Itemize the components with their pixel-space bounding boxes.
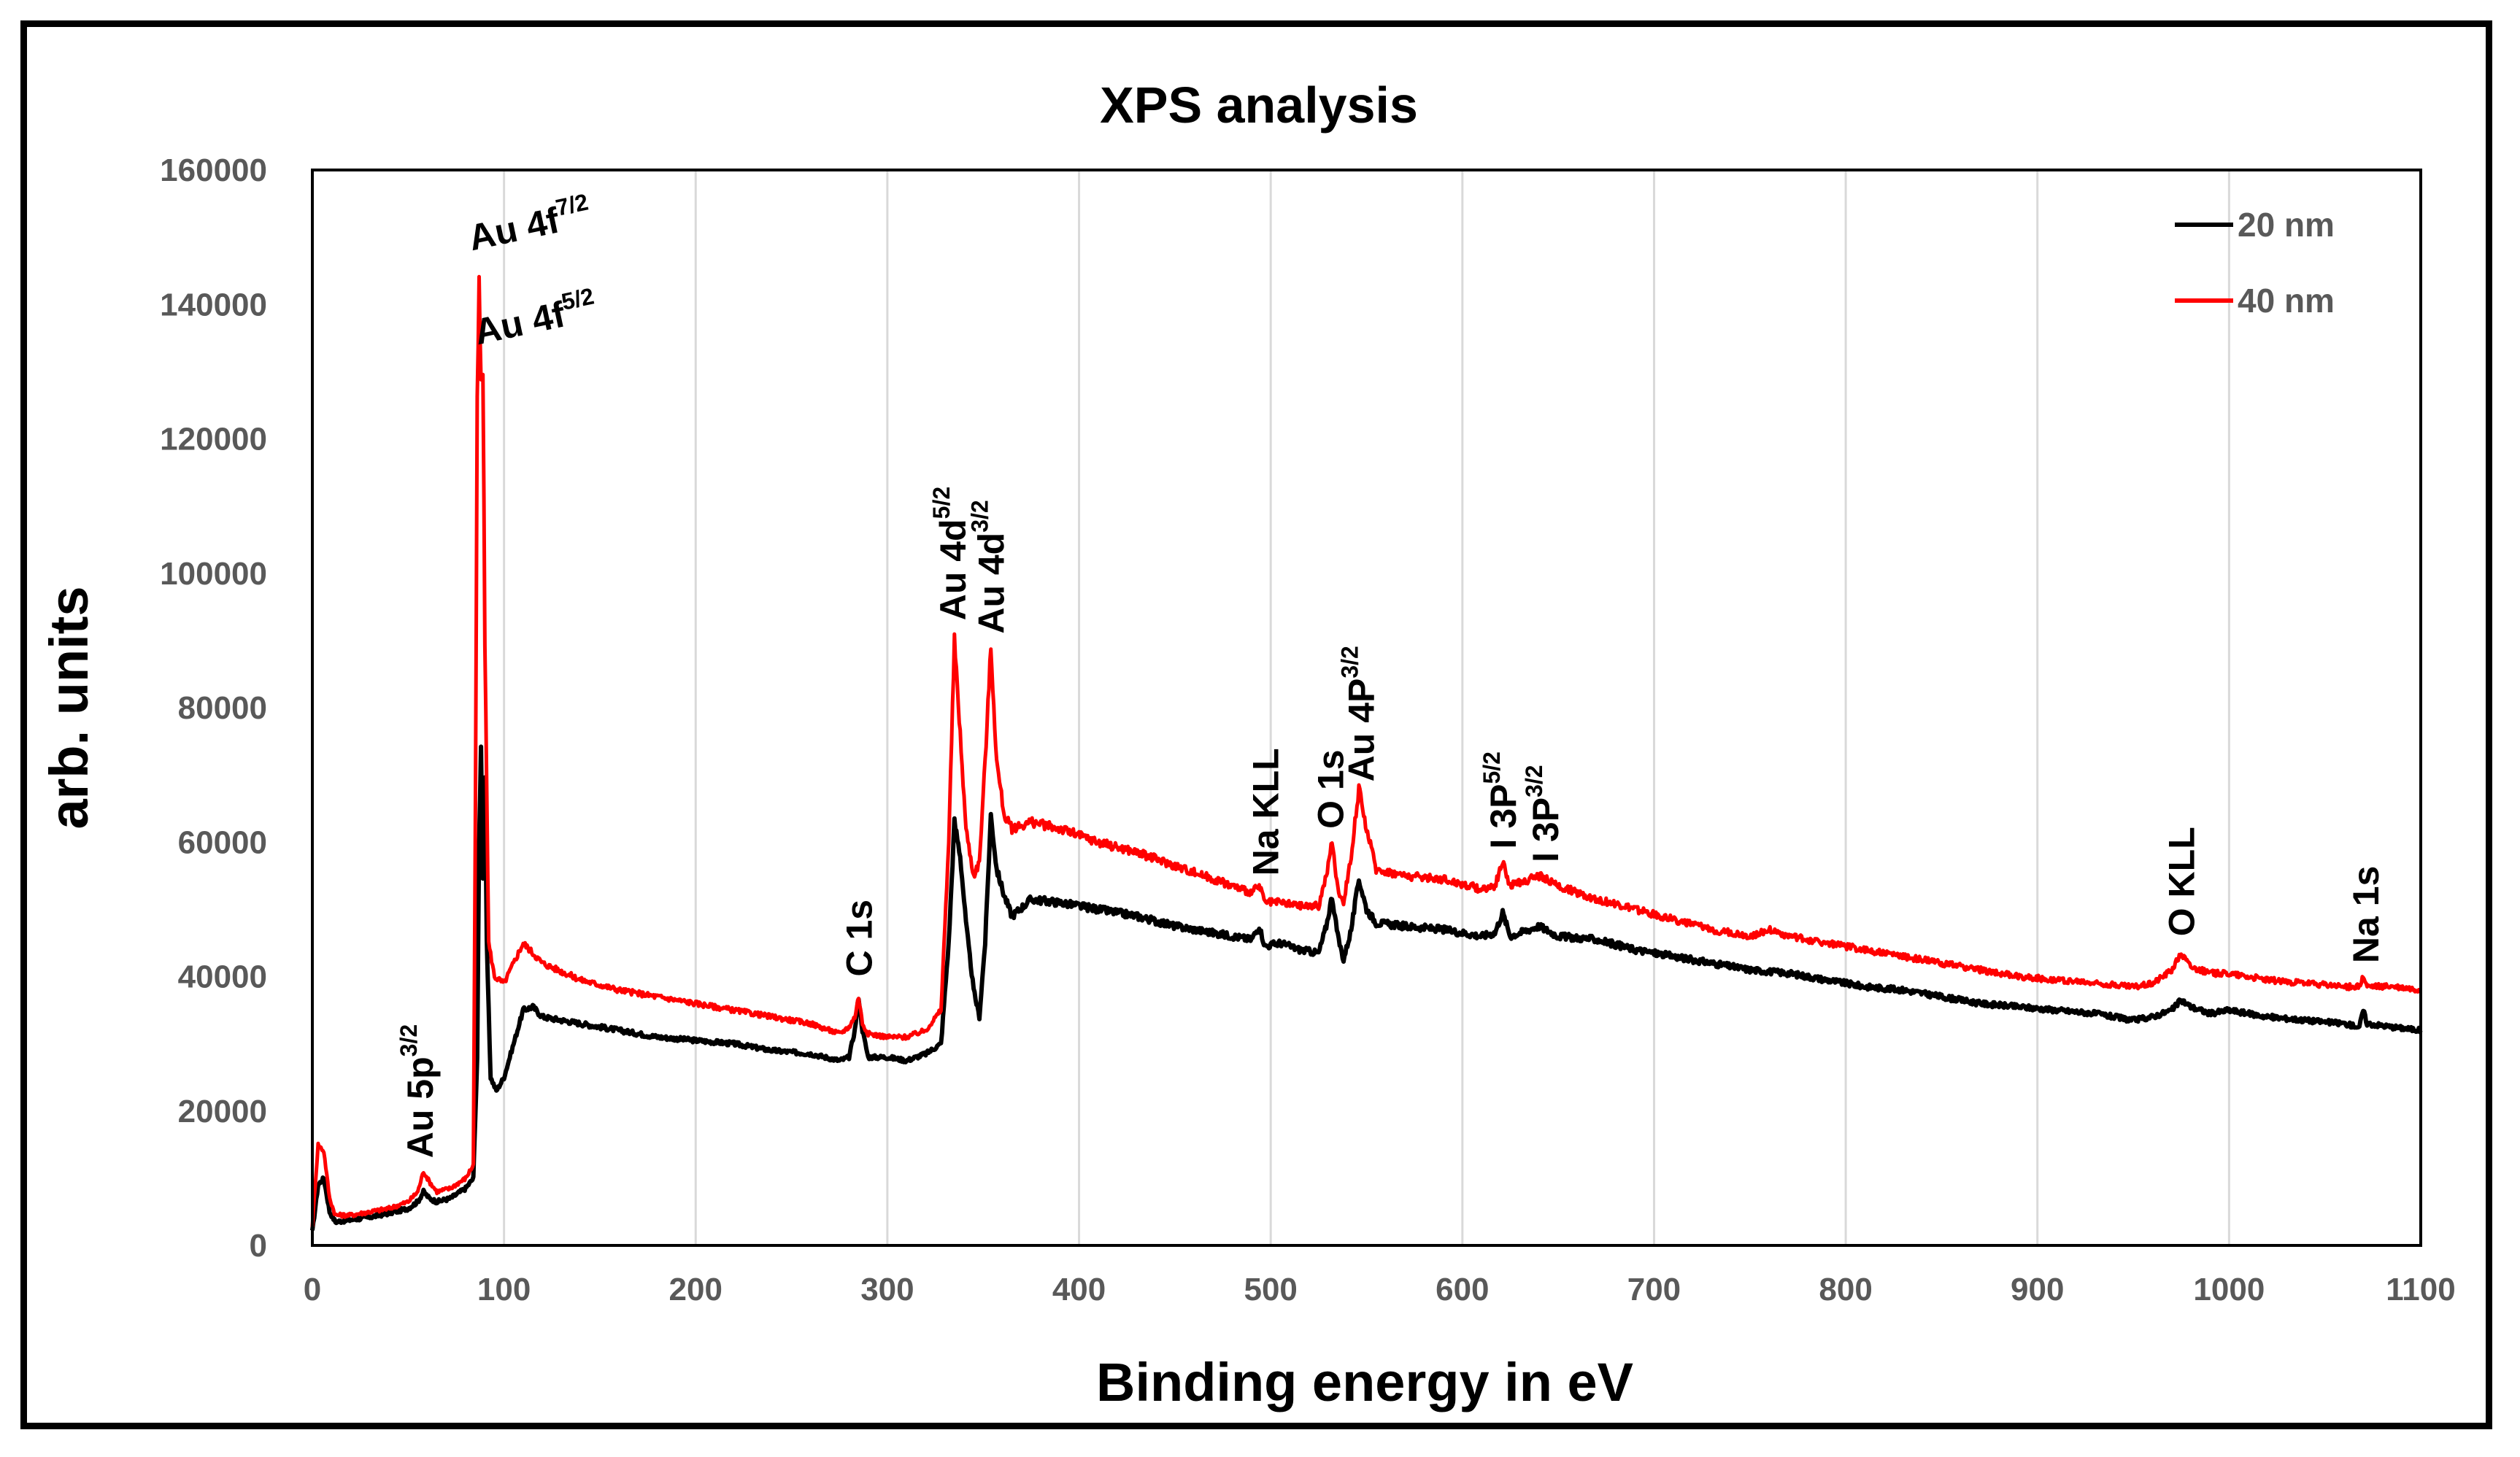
annotation-label: Au 5p3/2	[396, 1024, 441, 1158]
annotation-superscript: 7/2	[553, 188, 590, 220]
annotation-base: Au 4d	[933, 519, 974, 620]
annotation-label: Au 4f7/2	[464, 188, 595, 258]
annotation-base: C 1s	[839, 900, 880, 977]
legend-label: 40 nm	[2238, 282, 2335, 320]
annotation-label: O 1s	[1311, 749, 1352, 828]
annotation-label: O KLL	[2162, 827, 2203, 936]
x-tick-label: 500	[1244, 1272, 1297, 1307]
series-line-40-nm	[310, 274, 2423, 1227]
annotation-base: I 3P	[1525, 797, 1566, 862]
y-axis-title: arb. units	[39, 586, 99, 829]
x-tick-labels: 0 100 200 300 400 500 600 700 800 900 1000 1100	[304, 1272, 2456, 1307]
chart-frame	[20, 20, 2492, 1429]
series-line-20-nm	[310, 744, 2423, 1231]
annotation-superscript: 5/2	[1479, 751, 1505, 784]
annotation-label: Na 1s	[2346, 866, 2386, 963]
x-tick-label: 300	[860, 1272, 914, 1307]
annotation-superscript: 3/2	[396, 1024, 422, 1056]
y-tick-label: 160000	[160, 152, 267, 188]
annotation-base: Na 1s	[2346, 866, 2386, 963]
x-tick-label: 700	[1627, 1272, 1681, 1307]
annotation-label: Au 4d3/2	[967, 500, 1012, 633]
x-tick-label: 200	[669, 1272, 723, 1307]
annotation-label: Au 4f5/2	[470, 282, 601, 352]
annotation-base: O 1s	[1311, 749, 1352, 828]
annotation-superscript: 3/2	[967, 500, 993, 532]
series-layer	[310, 274, 2423, 1231]
annotation-base: Au 4d	[971, 533, 1012, 634]
annotation-base: Au 4P	[1341, 679, 1382, 782]
annotation-superscript: 3/2	[1521, 765, 1547, 797]
y-tick-label: 60000	[178, 824, 267, 860]
annotation-base: O KLL	[2162, 827, 2203, 936]
legend-label: 20 nm	[2238, 206, 2335, 244]
annotation-label: C 1s	[839, 900, 880, 977]
x-tick-label: 1100	[2386, 1272, 2455, 1307]
y-tick-label: 100000	[160, 556, 267, 592]
y-tick-label: 20000	[178, 1094, 267, 1129]
annotation-label: Au 4P3/2	[1337, 646, 1382, 781]
grid-lines	[503, 170, 2230, 1245]
annotation-superscript: 5/2	[559, 282, 596, 314]
plot-area-border	[311, 169, 2422, 1247]
x-tick-label: 400	[1052, 1272, 1106, 1307]
y-tick-labels: 0 20000 40000 60000 80000 100000 120000 140000 1…	[160, 152, 267, 1264]
annotation-base: Au 4f	[465, 199, 563, 258]
y-tick-label: 140000	[160, 287, 267, 322]
x-tick-label: 800	[1819, 1272, 1872, 1307]
annotation-base: Na KLL	[1245, 748, 1286, 876]
annotation-base: I 3P	[1483, 784, 1524, 849]
x-tick-label: 1000	[2193, 1272, 2265, 1307]
chart-title: XPS analysis	[1100, 77, 1418, 134]
y-tick-label: 80000	[178, 690, 267, 726]
x-tick-label: 100	[477, 1272, 531, 1307]
x-tick-label: 900	[2011, 1272, 2064, 1307]
annotation-base: Au 4f	[471, 293, 569, 352]
annotation-label: Na KLL	[1245, 748, 1286, 876]
annotation-label: Au 4d5/2	[928, 487, 974, 620]
x-axis-title: Binding energy in eV	[1096, 1352, 1633, 1412]
y-tick-label: 120000	[160, 422, 267, 457]
annotation-superscript: 3/2	[1337, 646, 1363, 678]
legend: 20 nm 40 nm	[2175, 206, 2335, 320]
y-tick-label: 0	[250, 1228, 267, 1264]
x-tick-label: 600	[1436, 1272, 1489, 1307]
annotation-superscript: 5/2	[928, 487, 955, 519]
annotation-label: I 3P5/2	[1479, 751, 1524, 849]
annotation-base: Au 5p	[400, 1056, 441, 1158]
y-tick-label: 40000	[178, 959, 267, 995]
x-tick-label: 0	[304, 1272, 321, 1307]
annotation-label: I 3P3/2	[1521, 765, 1566, 862]
